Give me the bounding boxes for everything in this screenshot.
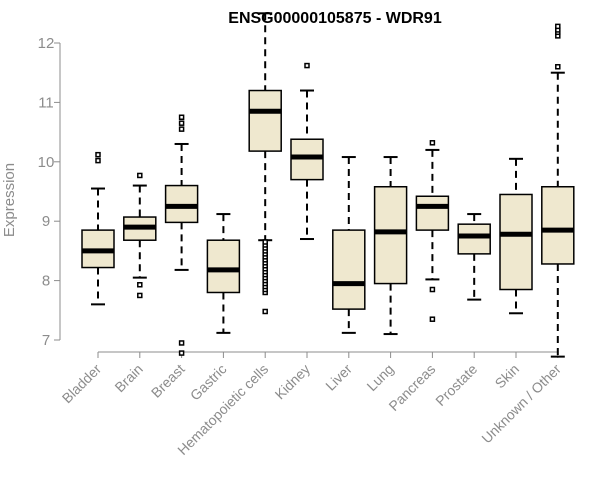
box-unknown-other — [541, 23, 575, 358]
outlier-point — [429, 140, 436, 146]
outlier-point — [95, 157, 101, 164]
outlier-point — [137, 292, 143, 299]
x-tick-label: Kidney — [272, 361, 314, 403]
outlier-point — [95, 151, 101, 158]
box-breast — [164, 114, 199, 356]
outlier-point — [304, 62, 310, 69]
outlier-point — [137, 282, 143, 288]
outlier-point — [137, 172, 143, 179]
boxes-group — [81, 12, 575, 358]
x-tick-label: Prostate — [432, 361, 480, 409]
box-bladder — [81, 151, 115, 306]
outlier-point — [178, 340, 185, 346]
box-liver — [332, 156, 366, 334]
x-tick-label: Lung — [363, 361, 396, 394]
iqr-box — [332, 229, 366, 310]
y-tick-label: 11 — [38, 94, 54, 111]
box-lung — [373, 156, 408, 336]
x-tick-label: Liver — [322, 361, 355, 394]
x-tick-label: Breast — [148, 361, 188, 401]
outlier-point — [178, 120, 185, 126]
box-skin — [499, 157, 533, 315]
iqr-box — [541, 185, 575, 265]
iqr-box — [373, 185, 408, 285]
box-prostate — [457, 213, 491, 301]
iqr-box — [499, 193, 533, 291]
outlier-point — [429, 316, 436, 322]
outlier-point — [178, 114, 185, 120]
outlier-point — [178, 126, 185, 132]
outlier-point — [555, 23, 561, 30]
y-tick-label: 7 — [42, 332, 50, 349]
x-tick-label: Skin — [492, 361, 523, 392]
iqr-box — [206, 239, 241, 294]
outlier-point — [555, 64, 561, 70]
x-tick-label: Unknown / Other — [478, 361, 564, 447]
chart-title: ENSG00000105875 - WDR91 — [228, 10, 442, 27]
box-hematopoietic-cells — [248, 12, 282, 315]
y-tick-label: 9 — [42, 213, 50, 230]
y-tick-label: 8 — [42, 273, 50, 290]
iqr-box — [415, 195, 450, 231]
outlier-point — [262, 308, 268, 315]
box-pancreas — [415, 140, 450, 322]
outlier-point — [262, 239, 268, 245]
iqr-box — [248, 89, 282, 152]
x-tick-label: Brain — [111, 361, 145, 395]
box-kidney — [290, 62, 324, 241]
outlier-point — [429, 286, 436, 293]
y-tick-label: 12 — [38, 35, 55, 52]
y-axis-label: Expression — [1, 163, 18, 237]
outlier-point — [178, 350, 185, 356]
x-tick-label: Bladder — [59, 361, 105, 407]
y-tick-label: 10 — [38, 154, 55, 171]
iqr-box — [457, 223, 491, 255]
box-gastric — [206, 213, 241, 334]
box-brain — [123, 172, 157, 299]
